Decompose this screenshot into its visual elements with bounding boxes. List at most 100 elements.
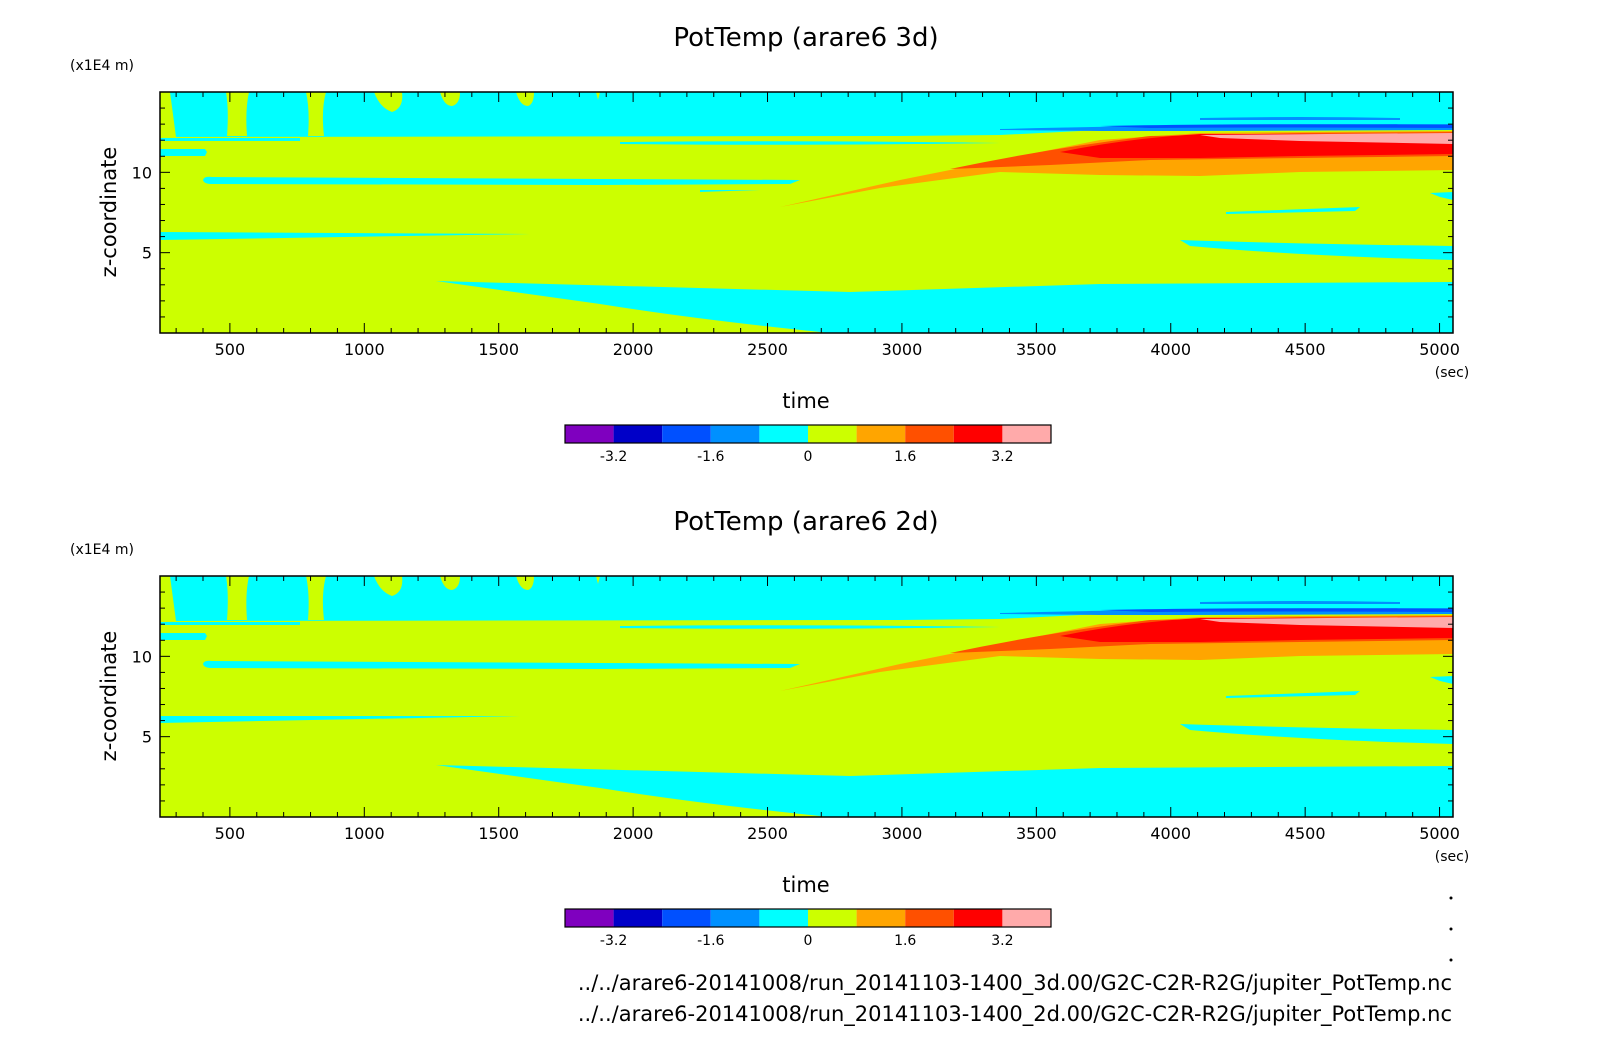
- warm-pink: [1200, 133, 1453, 144]
- colorbar-swatch: [1002, 909, 1051, 927]
- colorbar-swatch: [662, 425, 711, 443]
- colorbar-frame: [564, 424, 1052, 444]
- colorbar-label: 3.2: [991, 449, 1013, 465]
- plume: [596, 92, 600, 100]
- x-tick-label: 1000: [344, 824, 385, 843]
- colorbar-label: 1.6: [894, 933, 916, 949]
- y-axis-label: z-coordinate: [97, 631, 121, 762]
- cool-mid-blue: [1200, 117, 1400, 120]
- cyan-bottom-region: [436, 765, 1453, 817]
- x-tick-label: 500: [215, 824, 246, 843]
- colorbar-swatch: [759, 425, 808, 443]
- marker-dot: [1449, 958, 1453, 962]
- y-unit-label: (x1E4 m): [70, 58, 134, 74]
- y-tick-label: 5: [142, 728, 152, 747]
- colorbar-swatch: [662, 909, 711, 927]
- cyan-band: [160, 232, 530, 240]
- x-tick-label: 4000: [1150, 340, 1191, 359]
- x-tick-label: 5000: [1419, 340, 1460, 359]
- colorbar-swatch: [1002, 425, 1051, 443]
- warm-pink: [1200, 617, 1453, 628]
- colorbar-label: 0: [804, 933, 813, 949]
- colorbar-frame: [564, 908, 1052, 928]
- x-tick-label: 2500: [747, 824, 788, 843]
- plume: [516, 92, 534, 106]
- x-tick-label: 3500: [1016, 340, 1057, 359]
- plume: [374, 576, 403, 596]
- cyan-band: [203, 176, 800, 185]
- colorbar: -3.2 -1.6 0 1.6 3.2: [564, 908, 1052, 949]
- x-tick-label: 2000: [613, 824, 654, 843]
- plume: [306, 92, 326, 136]
- plume: [596, 576, 600, 584]
- file-path-2d: ../../arare6-20141008/run_20141103-1400_…: [578, 1002, 1452, 1027]
- x-tick-label: 1000: [344, 340, 385, 359]
- plume: [516, 576, 534, 590]
- cyan-bottom-region: [436, 281, 1453, 333]
- chart-title: PotTemp (arare6 2d): [673, 507, 938, 537]
- x-axis-label: time: [782, 873, 829, 897]
- colorbar-swatch: [808, 909, 857, 927]
- y-axis-label: z-coordinate: [97, 147, 121, 278]
- y-tick-label: 10: [132, 647, 152, 666]
- y-tick-label: 10: [132, 163, 152, 182]
- cyan-line: [1430, 192, 1453, 200]
- cyan-band: [1180, 240, 1453, 260]
- y-unit-label: (x1E4 m): [70, 542, 134, 558]
- colorbar-label: 3.2: [991, 933, 1013, 949]
- marker-dot: [1449, 927, 1453, 931]
- colorbar-label: 1.6: [894, 449, 916, 465]
- x-tick-label: 2000: [613, 340, 654, 359]
- cool-mid-blue: [1200, 601, 1400, 604]
- colorbar-swatch: [905, 909, 954, 927]
- plume: [226, 576, 249, 620]
- colorbar-label: -3.2: [600, 449, 627, 465]
- colorbar-swatch: [905, 425, 954, 443]
- colorbar-swatch: [710, 425, 760, 443]
- colorbar-swatch: [613, 425, 663, 443]
- plume: [226, 92, 249, 136]
- cyan-line: [160, 138, 300, 141]
- plume: [160, 576, 176, 621]
- colorbar-label: -3.2: [600, 933, 627, 949]
- x-tick-label: 4500: [1285, 824, 1326, 843]
- colorbar-swatch: [856, 909, 906, 927]
- panel-3d: PotTemp (arare6 3d) (x1E4 m) z-coordinat…: [70, 23, 1469, 465]
- colorbar-swatch: [808, 425, 857, 443]
- cyan-line: [620, 141, 1000, 145]
- plume: [374, 92, 403, 112]
- cyan-line: [160, 149, 207, 156]
- x-tick-label: 5000: [1419, 824, 1460, 843]
- colorbar-label: -1.6: [697, 933, 724, 949]
- cool-blue: [1100, 124, 1453, 128]
- colorbar-swatch: [953, 909, 1003, 927]
- cool-blue: [1100, 608, 1453, 612]
- panel-2d: PotTemp (arare6 2d) (x1E4 m) z-coordinat…: [70, 507, 1469, 949]
- heatmap-field: [160, 92, 1453, 333]
- x-tick-label: 1500: [478, 340, 519, 359]
- cyan-band: [203, 660, 800, 669]
- axis-ticks: 500 1000 1500 2000 2500 3000 3500 4000 4500 5000 5…: [132, 576, 1460, 843]
- cyan-line: [1430, 676, 1453, 684]
- colorbar-swatch: [613, 909, 663, 927]
- colorbar-label: -1.6: [697, 449, 724, 465]
- cyan-line: [160, 633, 207, 640]
- heatmap-field: [160, 576, 1453, 817]
- colorbar: -3.2 -1.6 0 1.6 3.2: [564, 424, 1052, 465]
- chart-title: PotTemp (arare6 3d): [673, 23, 938, 53]
- marker-dot: [1449, 896, 1453, 900]
- file-path-3d: ../../arare6-20141008/run_20141103-1400_…: [578, 971, 1452, 996]
- colorbar-swatch: [953, 425, 1003, 443]
- cyan-line: [700, 190, 760, 192]
- cyan-band: [1180, 724, 1453, 744]
- cyan-line: [1226, 691, 1360, 698]
- x-tick-label: 500: [215, 340, 246, 359]
- x-tick-label: 1500: [478, 824, 519, 843]
- x-tick-label: 3000: [882, 824, 923, 843]
- x-tick-label: 3500: [1016, 824, 1057, 843]
- plume: [160, 92, 176, 137]
- x-unit-label: (sec): [1435, 365, 1470, 381]
- plot-frame: [159, 91, 1454, 334]
- x-axis-label: time: [782, 389, 829, 413]
- plume: [306, 576, 326, 620]
